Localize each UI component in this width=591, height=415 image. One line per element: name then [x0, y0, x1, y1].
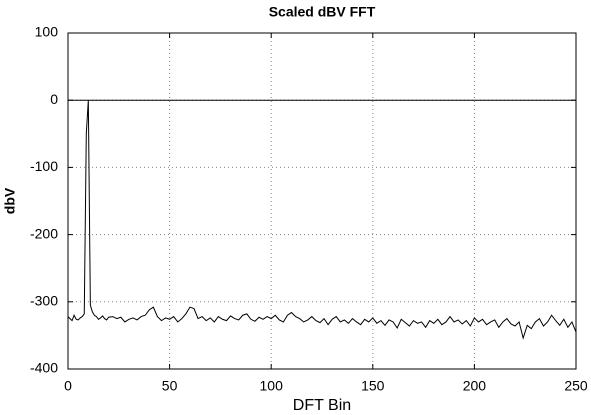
data-line — [67, 100, 577, 340]
y-tick-label: -100 — [30, 158, 58, 174]
y-tick-label: -300 — [30, 293, 58, 309]
x-tick-label: 200 — [463, 378, 487, 394]
chart-title: Scaled dBV FFT — [269, 4, 376, 20]
x-tick-label: 250 — [564, 378, 588, 394]
y-tick-label: -400 — [30, 360, 58, 376]
x-axis-label: DFT Bin — [293, 397, 351, 414]
x-tick-label: 0 — [64, 378, 72, 394]
x-tick-label: 100 — [260, 378, 284, 394]
x-tick-label: 150 — [361, 378, 385, 394]
y-axis-label: dbV — [2, 187, 18, 214]
y-tick-label: 100 — [35, 24, 59, 40]
x-tick-label: 50 — [162, 378, 178, 394]
plot-frame — [67, 32, 577, 370]
y-tick-label: -200 — [30, 225, 58, 241]
y-tick-label: 0 — [50, 91, 58, 107]
